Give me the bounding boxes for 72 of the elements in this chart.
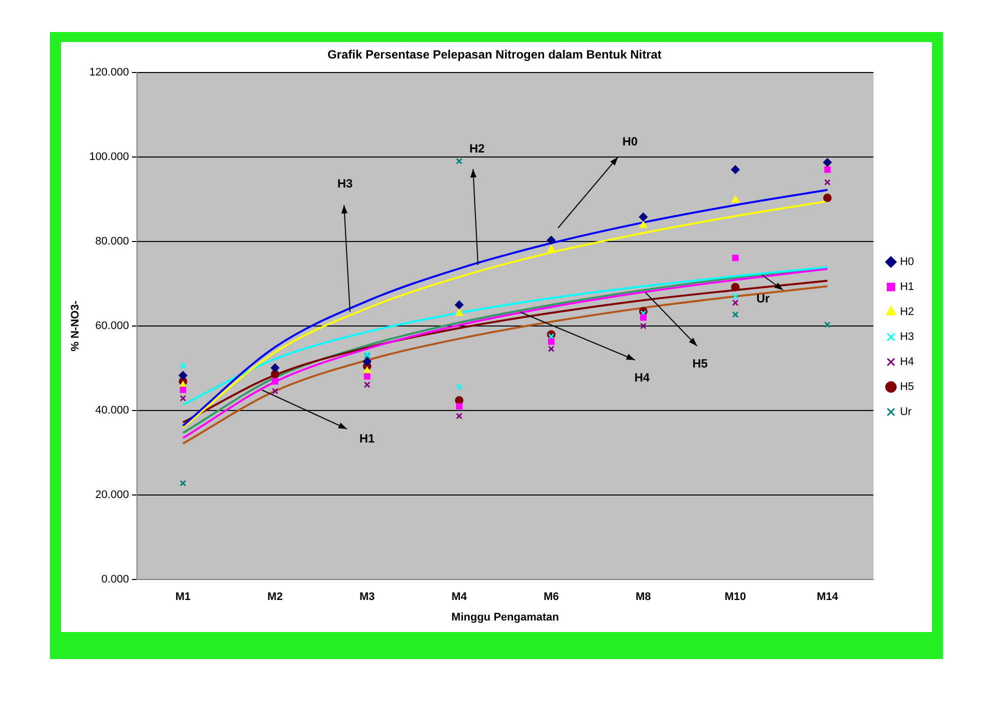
- point: [180, 480, 186, 486]
- point: [272, 388, 278, 394]
- point: [270, 364, 280, 372]
- legend-label: H1: [900, 281, 914, 294]
- point: [272, 378, 278, 385]
- x-tick-label: M1: [175, 591, 191, 604]
- y-tick-label: 0.000: [101, 574, 129, 586]
- point: [824, 179, 831, 186]
- point: [547, 245, 556, 252]
- legend-label: H0: [900, 256, 914, 268]
- chart-title: Grafik Persentase Pelepasan Nitrogen dalam Bentuk Nitrat: [327, 48, 662, 62]
- y-tick-label: 40.000: [95, 404, 129, 417]
- point: [732, 311, 739, 318]
- point: [731, 282, 740, 292]
- line-series: [182, 266, 828, 406]
- x-tick-label: M14: [816, 591, 839, 604]
- point: [364, 373, 370, 380]
- x-tick-label: M3: [359, 591, 375, 604]
- y-axis-title: % N-NO3-: [70, 300, 82, 352]
- point: [732, 196, 740, 203]
- legend-label: H2: [900, 306, 914, 318]
- y-tick-label: 120.000: [89, 66, 129, 78]
- x-tick-label: M4: [452, 591, 468, 604]
- point: [180, 362, 186, 369]
- legend-label: Ur: [900, 406, 912, 418]
- point: [640, 221, 648, 228]
- point: [362, 357, 372, 366]
- point: [454, 300, 464, 310]
- point: [640, 322, 647, 330]
- x-axis-title: Minggu Pengamatan: [451, 611, 560, 624]
- annotation: H3: [337, 176, 353, 190]
- y-tick-label: 60.000: [95, 320, 129, 332]
- y-tick-label: 100.000: [89, 150, 129, 163]
- point: [731, 165, 740, 174]
- point: [732, 300, 739, 306]
- y-tick-label: 20.000: [95, 489, 129, 502]
- point: [456, 403, 462, 410]
- point: [364, 382, 370, 388]
- point: [548, 338, 554, 345]
- legend-label: H3: [900, 331, 914, 344]
- point: [732, 293, 739, 300]
- annotation: H0: [622, 134, 638, 148]
- point: [456, 412, 462, 420]
- point: [732, 254, 739, 262]
- legend-label: H4: [900, 356, 914, 368]
- x-tick-label: M10: [724, 591, 746, 604]
- point: [823, 158, 832, 167]
- point: [456, 158, 462, 164]
- x-tick-label: M6: [544, 591, 559, 604]
- annotation: H1: [359, 431, 375, 446]
- x-tick-label: M2: [267, 591, 283, 604]
- annotation: H4: [634, 370, 650, 384]
- point: [180, 395, 186, 402]
- annotation: H2: [469, 141, 485, 156]
- point: [546, 236, 556, 244]
- annotation: H5: [692, 356, 708, 370]
- point: [455, 309, 463, 316]
- point: [178, 371, 188, 380]
- point: [824, 166, 831, 173]
- legend-label: H5: [900, 381, 914, 394]
- point: [180, 386, 186, 394]
- point: [824, 322, 831, 328]
- point: [548, 346, 554, 352]
- point: [270, 370, 280, 378]
- point: [456, 384, 462, 390]
- y-tick-label: 80.000: [95, 236, 129, 248]
- point: [823, 194, 832, 202]
- point: [363, 366, 371, 374]
- x-tick-label: M8: [636, 591, 651, 604]
- point: [640, 314, 647, 321]
- point: [639, 212, 648, 222]
- annotation: Ur: [756, 291, 770, 306]
